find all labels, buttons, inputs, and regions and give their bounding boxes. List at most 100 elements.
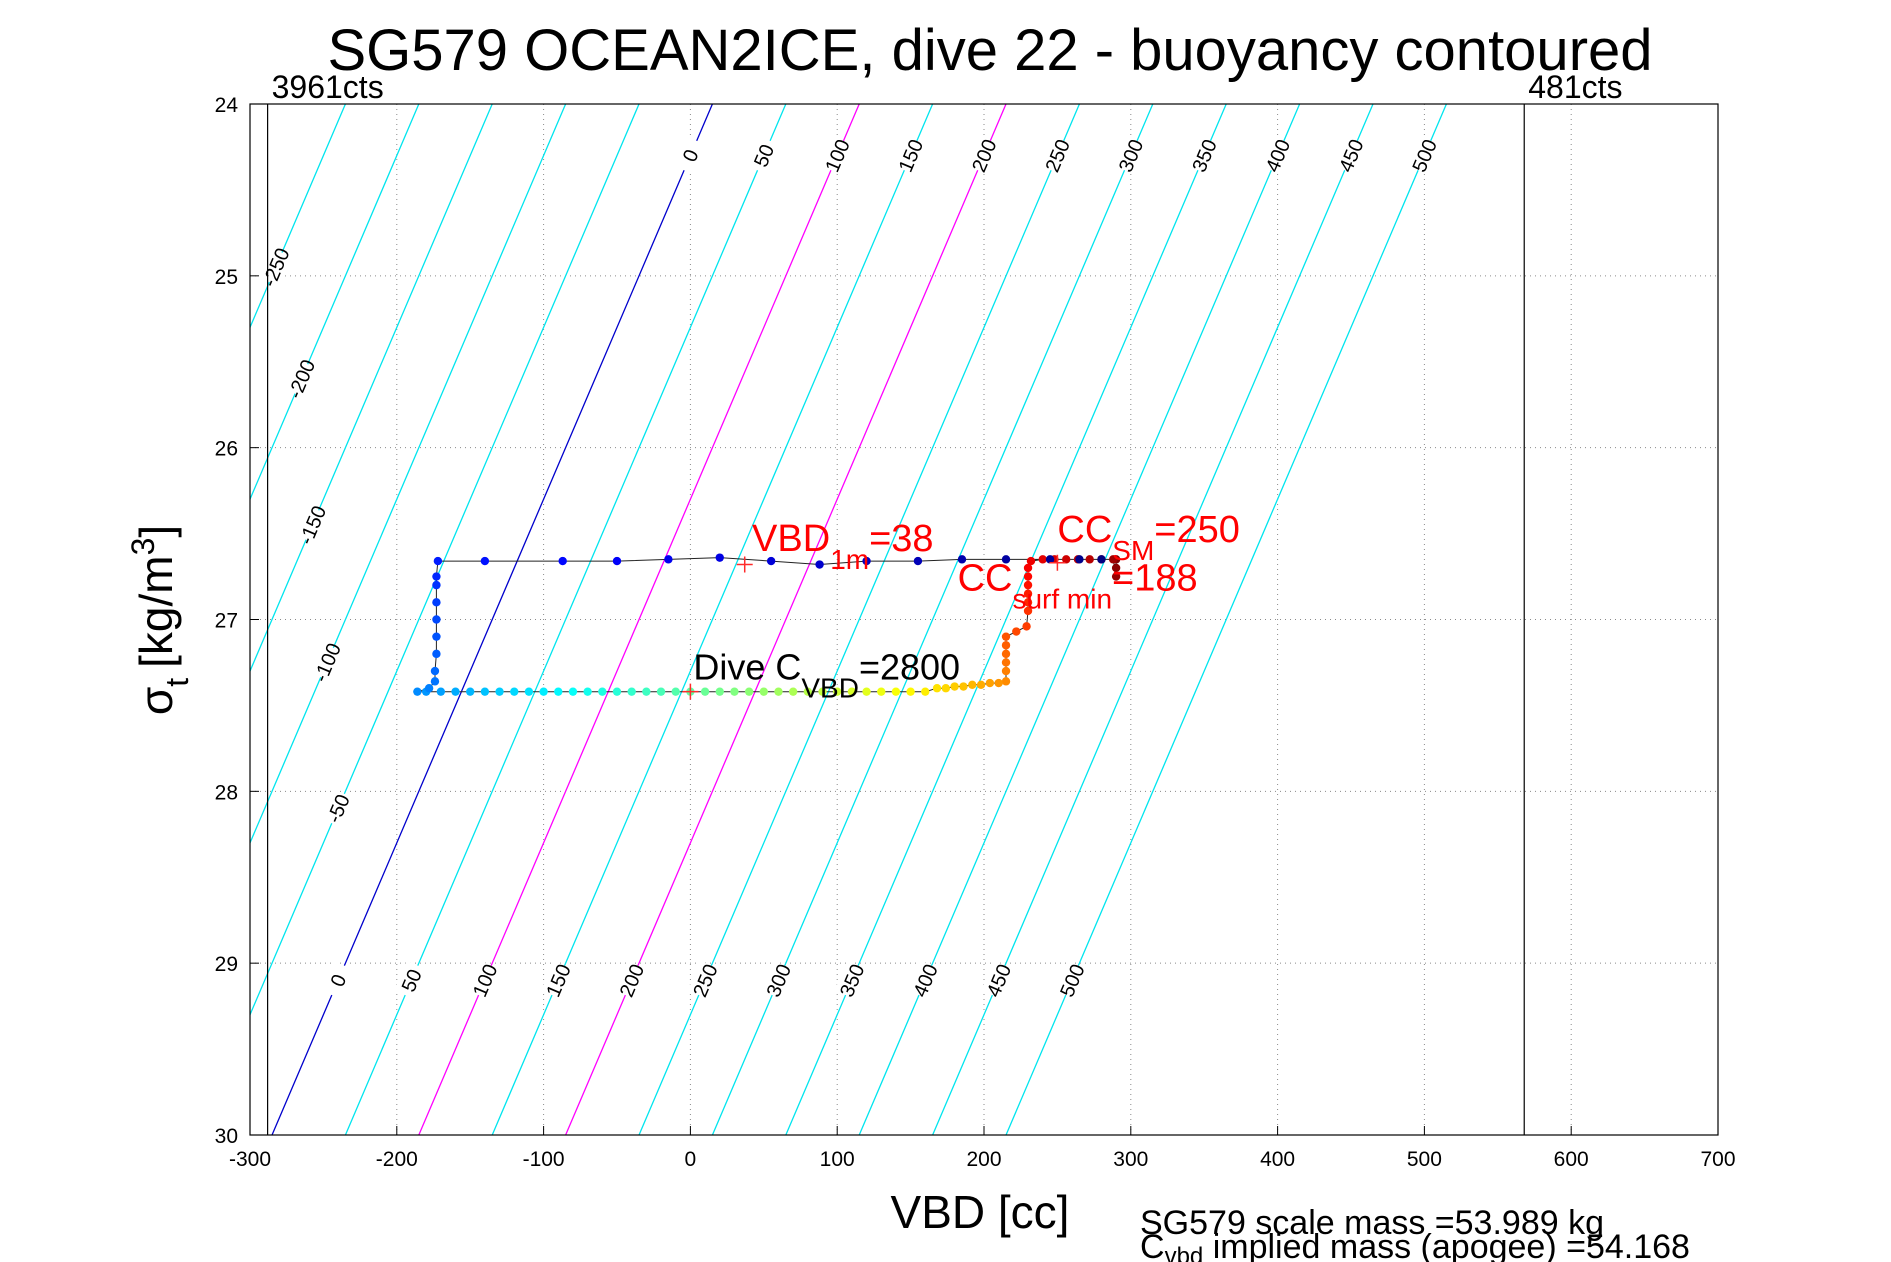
dive-point: [466, 687, 475, 696]
dive-point: [1108, 555, 1118, 564]
contour-label-bottom-400-bg: [907, 960, 943, 1000]
contour-label-bottom-350: 350: [836, 961, 869, 1000]
contour-label-top-400: 400: [1262, 136, 1295, 175]
dive-point: [1001, 641, 1011, 650]
ccsurf-value: =188: [1112, 557, 1198, 599]
reference-marker-2: [682, 683, 699, 700]
dive-sub: VBD: [801, 673, 859, 704]
dive-point: [985, 678, 995, 688]
grid: [249, 103, 1719, 1136]
y-axis-close: ]: [130, 525, 182, 538]
contour-label-bottom-450: 450: [983, 961, 1016, 1000]
contour-label-top-200: 200: [968, 136, 1001, 175]
x-tick-label: -200: [376, 1148, 418, 1171]
dive-point: [994, 678, 1003, 688]
contour-line-350: [785, 104, 1227, 1135]
dive-point: [766, 556, 776, 566]
dive-point: [424, 684, 434, 693]
dive-point: [1111, 563, 1121, 573]
dive-point: [921, 687, 930, 696]
dive-point: [759, 687, 768, 696]
dive-point: [1023, 598, 1033, 607]
dive-point: [1023, 563, 1033, 573]
contour-line-300: [711, 104, 1154, 1135]
dive-point: [642, 687, 651, 696]
counts-label-1: 481cts: [1528, 69, 1622, 105]
dive-point: [957, 555, 967, 564]
dive-point: [433, 556, 443, 566]
dive-point: [788, 687, 798, 696]
dive-point: [1001, 658, 1011, 667]
contour-label-top--100-bg: [309, 643, 345, 682]
y-axis-sub: t: [159, 678, 195, 687]
buoyancy-contours: [250, 104, 1448, 1135]
x-tick-label: 500: [1407, 1148, 1442, 1171]
contour-line--200: [250, 104, 420, 501]
y-tick-label: 29: [215, 953, 238, 976]
dive-point: [891, 687, 901, 696]
dive-point: [1023, 580, 1033, 590]
dive-point: [862, 556, 871, 566]
contour-label-top-450: 450: [1335, 136, 1368, 175]
dive-point: [480, 687, 490, 696]
reference-marker-0: [736, 556, 753, 573]
contour-label-bottom-100: 100: [469, 961, 502, 1000]
contour-line-450: [932, 104, 1374, 1135]
x-tick-label: 400: [1260, 1148, 1295, 1171]
dive-point: [598, 687, 607, 696]
dive-point: [1111, 572, 1121, 581]
contour-label-bottom-150-bg: [540, 960, 576, 1000]
contour-label-top-400-bg: [1260, 136, 1295, 175]
implied-sub: vbd: [1165, 1243, 1204, 1262]
contour-label-top--150: -150: [295, 503, 331, 548]
annotation-dive-cvbd: Dive CVBD=2800: [693, 647, 960, 704]
dive-point: [432, 572, 441, 581]
dive-main: Dive C: [693, 647, 801, 688]
axes: -300 -200 -100 0 100 200 300 400 500 600 700 24 25 26…: [215, 94, 1736, 1171]
dive-point: [432, 580, 441, 590]
x-tick-label: 200: [966, 1148, 1001, 1171]
contour-line--150: [250, 104, 493, 673]
dive-trajectory: [413, 553, 1121, 700]
x-tick-label: 600: [1554, 1148, 1589, 1171]
annotation-cc-surf-min: CCsurf min=188: [958, 557, 1198, 614]
y-axis-title: σt [kg/m3]: [125, 525, 195, 715]
ccsurf-sub: surf min: [1012, 583, 1112, 614]
x-tick-label: -300: [229, 1148, 271, 1171]
ccsm-main: CC: [1057, 509, 1112, 551]
dive-point: [664, 555, 673, 564]
dive-point: [1001, 666, 1011, 676]
annotation-vbd-1m: VBD1m=38: [752, 518, 934, 575]
dive-point: [1022, 622, 1031, 631]
contour-label-top--50-bg: [320, 789, 356, 828]
dive-point: [432, 649, 441, 659]
reference-marker-1: [1049, 554, 1066, 571]
dive-point: [671, 687, 680, 696]
dive-point: [1023, 572, 1033, 581]
dive-point: [913, 556, 923, 566]
contour-label-bottom-400: 400: [910, 961, 943, 1000]
dive-point: [1026, 556, 1036, 566]
y-tick-label: 30: [215, 1125, 238, 1148]
contour-label-top-500-bg: [1407, 136, 1442, 175]
contour-label-bottom-100-bg: [467, 960, 503, 1000]
counts-label-0: 3961cts: [272, 69, 384, 105]
dive-point: [818, 687, 827, 696]
contour-line-50: [344, 104, 787, 1135]
contour-label-top--250: -250: [259, 245, 295, 290]
dive-point: [430, 666, 440, 676]
dive-point: [744, 687, 754, 696]
dive-point: [432, 598, 441, 607]
contour-label-bottom-200: 200: [616, 961, 649, 1000]
contour-label-top-100: 100: [821, 136, 854, 175]
contour-line-250: [638, 104, 1081, 1135]
dive-point: [1085, 555, 1094, 564]
counts-lines: 3961cts 481cts: [267, 69, 1623, 1135]
contour-label-top-150-bg: [893, 136, 928, 175]
dive-point: [656, 687, 666, 696]
dive-point: [833, 687, 842, 696]
contour-label-top-250: 250: [1042, 136, 1075, 175]
dive-point: [495, 687, 504, 696]
contour-label-top-500: 500: [1409, 136, 1442, 175]
